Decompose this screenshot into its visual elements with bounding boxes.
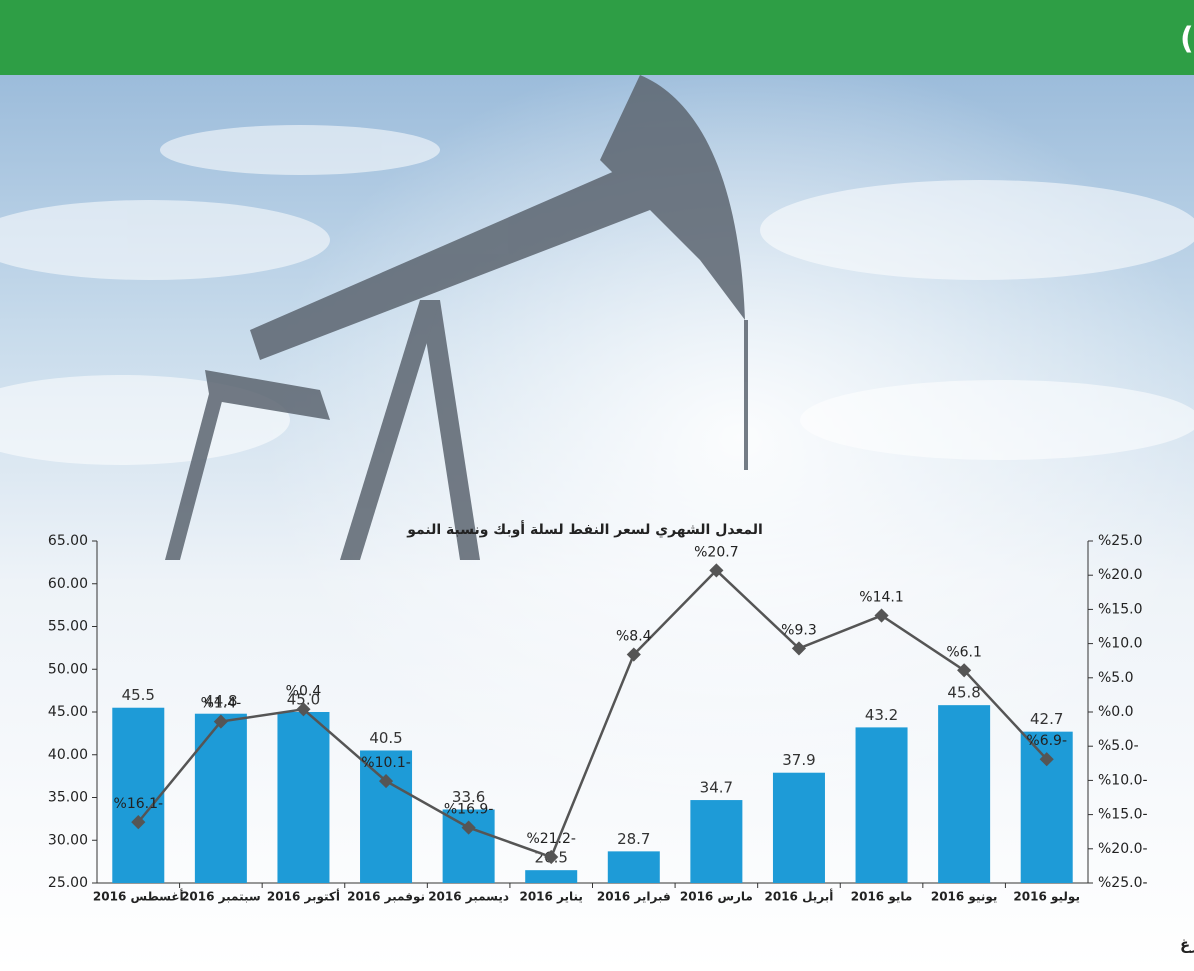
x-tick-label: مايو 2016 <box>851 890 913 905</box>
line-value-label: %6.1 <box>946 644 982 660</box>
y-tick-label: 45.00 <box>48 704 88 720</box>
x-tick-label: يناير 2016 <box>519 890 582 904</box>
line-value-label: %8.4 <box>616 629 652 645</box>
x-tick-label: نوفمبر 2016 <box>347 890 425 905</box>
bar-value-label: 34.7 <box>700 779 733 797</box>
bar-value-label: 45.8 <box>947 684 980 702</box>
bar <box>442 809 495 883</box>
x-tick-label: سبتمبر 2016 <box>181 890 261 904</box>
marker <box>791 641 807 656</box>
line-value-label: %9.3 <box>781 622 817 638</box>
line-value-label: %20.7 <box>694 544 738 560</box>
bar <box>360 750 413 883</box>
source: المصدر: بلومبرغ <box>1180 936 1194 954</box>
x-tick-label: فبراير 2016 <box>597 890 671 904</box>
x-tick-label: أكتوبر 2016 <box>267 889 340 905</box>
bar <box>772 772 825 883</box>
bar-value-label: 43.2 <box>865 706 898 724</box>
y2-tick-label: %20.0 <box>1098 567 1142 583</box>
bar <box>607 851 660 883</box>
chart-title: معدل سعر النفط الشهري لسلة «أوبك» (بالدو… <box>1180 19 1194 57</box>
x-tick-label: أبريل 2016 <box>765 889 834 904</box>
y2-tick-label: %15.0 <box>1098 601 1142 617</box>
y2-tick-label: %5.0 <box>1098 670 1134 686</box>
line-value-label: %0.4 <box>286 683 322 699</box>
bar-value-label: 40.5 <box>369 729 402 747</box>
y-tick-label: 40.00 <box>48 747 88 763</box>
bar-value-label: 42.7 <box>1030 710 1063 728</box>
y-tick-label: 55.00 <box>48 619 88 635</box>
bar-value-label: 44.8 <box>204 692 237 710</box>
y-tick-label: 35.00 <box>48 790 88 806</box>
bar-value-label: 28.7 <box>617 830 650 848</box>
bar <box>525 870 578 883</box>
x-tick-label: ديسمبر 2016 <box>428 890 509 904</box>
y-tick-label: 65.00 <box>48 533 88 549</box>
marker <box>874 608 889 623</box>
marker <box>626 647 641 662</box>
line-value-label: %21.2- <box>526 831 576 847</box>
pump-jack <box>165 75 748 560</box>
line-value-label: %16.9- <box>444 802 494 818</box>
line-value-label: %14.1 <box>859 590 903 606</box>
x-tick-label: مارس 2016 <box>680 890 753 904</box>
bar <box>112 707 165 883</box>
x-tick-label: أغسطس 2016 <box>93 889 184 904</box>
growth-line <box>137 568 1048 859</box>
chart-subtitle: المعدل الشهري لسعر النفط لسلة أوبك ونسبة… <box>406 520 763 539</box>
y2-tick-label: %25.0- <box>1098 875 1148 891</box>
bar-value-label: 37.9 <box>782 751 815 769</box>
y2-tick-label: %5.0- <box>1098 738 1139 754</box>
marker <box>957 663 972 678</box>
y2-tick-label: %20.0- <box>1098 841 1148 857</box>
bar <box>855 727 908 883</box>
y2-tick-label: %10.0- <box>1098 772 1148 788</box>
line-value-label: %1.4- <box>201 696 242 712</box>
x-tick-label: يوليو 2016 <box>1013 890 1080 905</box>
marker <box>213 714 228 729</box>
x-tick-label: يونيو 2016 <box>931 890 998 905</box>
y2-tick-label: %0.0 <box>1098 704 1134 720</box>
marker <box>544 849 559 865</box>
marker <box>1039 752 1054 767</box>
bar-value-label: 45.5 <box>122 686 155 704</box>
line-value-label: %10.1- <box>361 755 411 771</box>
marker <box>709 563 724 578</box>
y2-tick-label: %10.0 <box>1098 636 1142 652</box>
line-value-label: %6.9- <box>1026 733 1067 749</box>
marker <box>131 815 146 830</box>
bar <box>194 713 247 883</box>
y2-tick-label: %15.0- <box>1098 807 1148 823</box>
marker <box>378 774 394 789</box>
title-bar <box>0 0 1194 75</box>
bar <box>938 705 991 883</box>
bar-value-label: 33.6 <box>452 788 485 806</box>
bar <box>277 712 330 883</box>
marker <box>461 820 476 835</box>
y-tick-label: 60.00 <box>48 576 88 592</box>
marker <box>296 702 311 717</box>
y-tick-label: 30.00 <box>48 832 88 848</box>
bar <box>690 800 743 883</box>
line-value-label: %16.1- <box>114 796 164 812</box>
y-tick-label: 50.00 <box>48 661 88 677</box>
y2-tick-label: %25.0 <box>1098 533 1142 549</box>
y-tick-label: 25.00 <box>48 875 88 891</box>
bar-value-label: 45.0 <box>287 691 320 709</box>
